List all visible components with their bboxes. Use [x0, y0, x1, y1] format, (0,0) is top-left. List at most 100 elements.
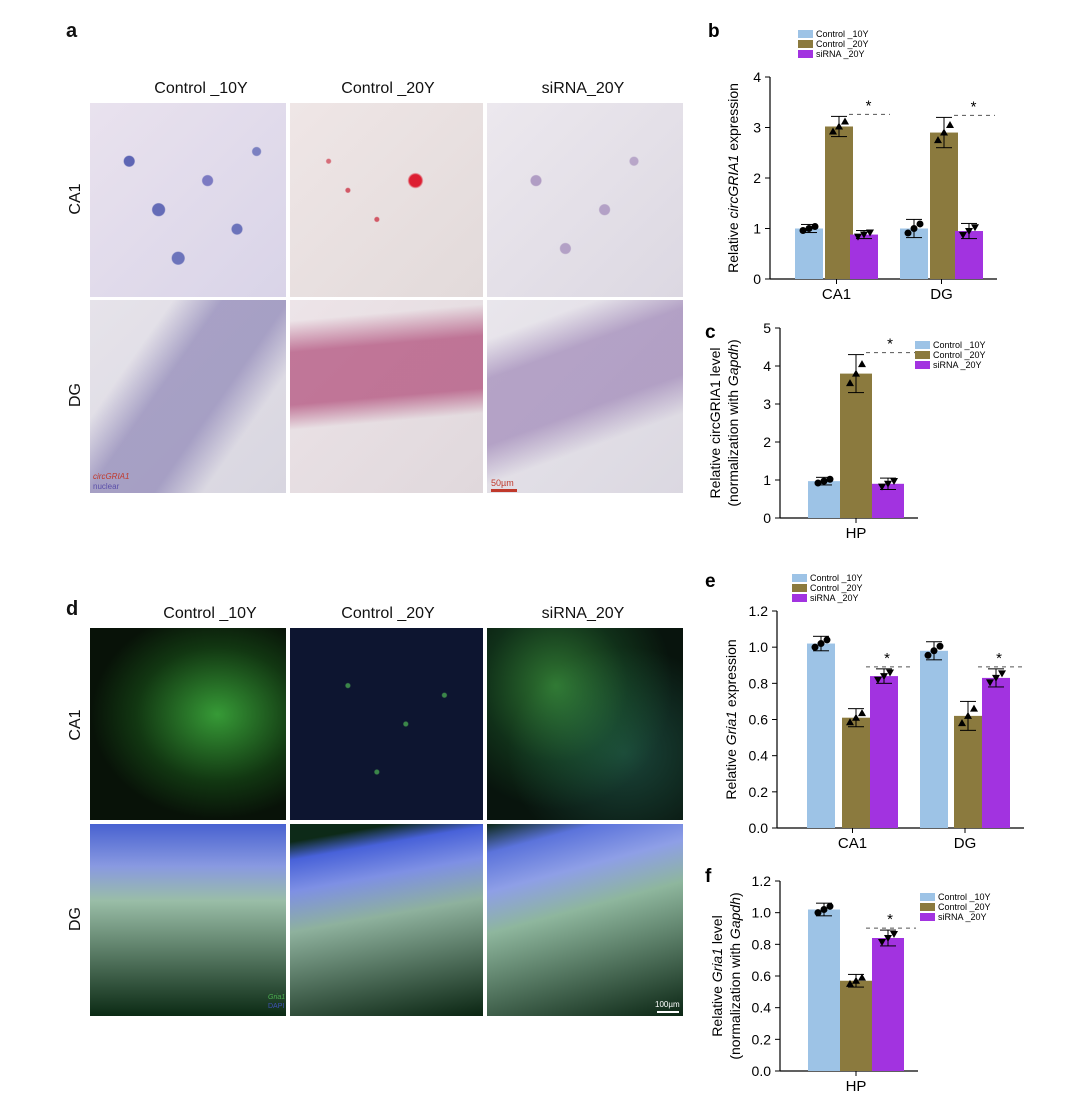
data-point: [852, 976, 860, 984]
panel-letter-a: a: [66, 20, 78, 42]
legend-swatch: [920, 893, 935, 901]
legend-label: siRNA _20Y: [938, 912, 987, 922]
legend-swatch: [798, 30, 813, 38]
data-point: [858, 360, 866, 368]
data-point: [858, 709, 866, 717]
legend-swatch: [798, 50, 813, 58]
panel-d-row-label: DG: [67, 907, 84, 931]
panel-letter-d: d: [66, 598, 79, 620]
micrograph-dg-sirna20-if: 100µm: [487, 824, 683, 1016]
legend-swatch: [920, 903, 935, 911]
data-point: [970, 704, 978, 712]
y-tick-label: 2: [763, 434, 771, 450]
legend-swatch: [798, 40, 813, 48]
data-point: [820, 906, 828, 913]
bar-control_10y: [808, 481, 840, 518]
y-tick-label: 0.2: [749, 784, 769, 800]
data-point: [826, 902, 834, 910]
legend-label: Control _10Y: [938, 892, 991, 902]
legend-swatch: [792, 574, 807, 582]
micrograph-ca1-control10-if: [90, 628, 286, 820]
data-point: [934, 136, 942, 144]
bar-control_10y: [807, 643, 835, 828]
data-point: [805, 225, 813, 232]
category-label: CA1: [822, 286, 851, 303]
data-point: [904, 229, 912, 237]
scale-bar-label: 50µm: [491, 478, 514, 488]
y-tick-label: 0.6: [749, 712, 769, 728]
y-axis-label: Relative Gria1 level: [709, 915, 725, 1036]
legend-label: Control _20Y: [816, 39, 869, 49]
panel-a-row-label: DG: [67, 383, 84, 407]
bar-control_20y: [842, 717, 870, 828]
legend-nuclear-label: nuclear: [93, 482, 120, 491]
data-point: [890, 931, 898, 939]
bar-control_20y: [930, 132, 958, 279]
data-point: [858, 973, 866, 981]
legend-swatch: [915, 341, 930, 349]
panel-a-column-title: siRNA_20Y: [541, 80, 625, 97]
legend-label: Control _10Y: [810, 573, 863, 583]
bar-control_10y: [795, 228, 823, 279]
significance-star: *: [971, 98, 977, 115]
bar-control_20y: [840, 373, 872, 518]
data-point: [886, 669, 894, 677]
y-tick-label: 4: [753, 69, 761, 85]
legend-label: siRNA _20Y: [816, 49, 865, 59]
y-tick-label: 0: [763, 510, 771, 526]
panel-a-column-title: Control _20Y: [341, 80, 435, 97]
data-point: [860, 231, 868, 239]
data-point: [852, 369, 860, 377]
data-point: [971, 224, 979, 232]
significance-star: *: [884, 650, 890, 667]
data-point: [958, 719, 966, 727]
legend-label: Control _10Y: [933, 340, 986, 350]
significance-star: *: [996, 650, 1002, 667]
y-axis-label: (normalization with Gapdh): [725, 339, 741, 506]
bar-sirna_20y: [850, 234, 878, 279]
data-point: [799, 227, 807, 235]
bar-sirna_20y: [982, 677, 1010, 828]
panel-d-column-title: Control _20Y: [341, 605, 435, 622]
data-point: [835, 122, 843, 130]
data-point: [829, 127, 837, 135]
y-tick-label: 1.2: [749, 603, 769, 619]
data-point: [992, 674, 1000, 682]
legend-swatch: [915, 351, 930, 359]
data-point: [965, 228, 973, 236]
bar-control_10y: [808, 909, 840, 1071]
data-point: [946, 120, 954, 128]
scale-bar: [657, 1011, 679, 1013]
panel-letter-c: c: [705, 322, 716, 343]
data-point: [880, 673, 888, 681]
y-tick-label: 1: [753, 221, 761, 237]
category-label: HP: [846, 525, 867, 542]
data-point: [826, 475, 834, 483]
bar-sirna_20y: [872, 938, 904, 1071]
legend-swatch: [915, 361, 930, 369]
y-tick-label: 0.4: [749, 748, 769, 764]
category-label: HP: [846, 1078, 867, 1095]
y-tick-label: 5: [763, 320, 771, 336]
data-point: [940, 128, 948, 136]
y-tick-label: 3: [753, 120, 761, 136]
legend-label: Control _20Y: [810, 583, 863, 593]
data-point: [811, 222, 819, 230]
y-tick-label: 3: [763, 396, 771, 412]
data-point: [817, 640, 825, 648]
legend-label: Control _10Y: [816, 29, 869, 39]
micrograph-dg-control10: circGRIA1 nuclear: [90, 300, 286, 493]
data-point: [841, 117, 849, 125]
data-point: [930, 647, 938, 655]
micrograph-dg-sirna20: 50µm: [487, 300, 683, 493]
panel-d-column-title: Control _10Y: [163, 605, 257, 622]
panel-letter-b: b: [708, 21, 720, 42]
data-point: [846, 379, 854, 387]
y-tick-label: 2: [753, 170, 761, 186]
y-axis-label: Relative circGRIA1 level: [707, 348, 723, 499]
micrograph-dg-control10-if: Gria1 DAPI: [90, 824, 286, 1016]
micrograph-ca1-control20: [290, 103, 483, 297]
panel-letter-f: f: [705, 866, 712, 887]
data-point: [884, 480, 892, 488]
